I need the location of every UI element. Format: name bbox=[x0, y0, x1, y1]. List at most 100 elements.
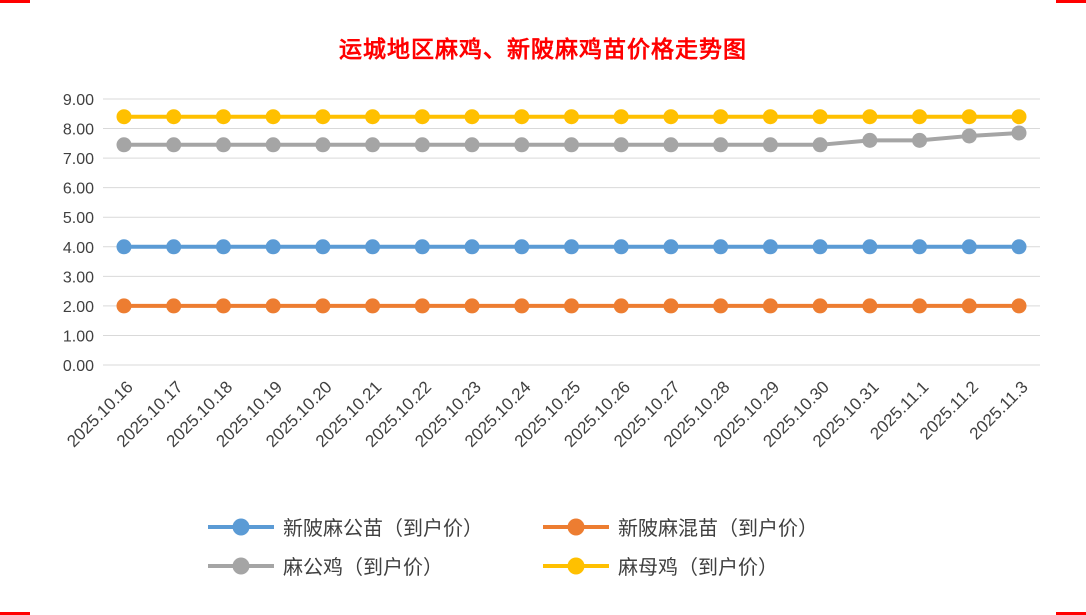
series-marker-0 bbox=[365, 239, 381, 255]
series-marker-1 bbox=[961, 298, 977, 314]
series-marker-3 bbox=[215, 109, 231, 125]
series-marker-0 bbox=[265, 239, 281, 255]
legend-marker-dot-2 bbox=[232, 557, 250, 574]
series-marker-2 bbox=[613, 137, 629, 153]
series-marker-1 bbox=[912, 298, 928, 314]
series-marker-0 bbox=[564, 239, 579, 255]
series-marker-0 bbox=[464, 239, 480, 255]
legend-item-3: 麻母鸡（到户价） bbox=[543, 551, 878, 580]
chart-legend: 新陂麻公苗（到户价） 新陂麻混苗（到户价） 麻公鸡（到户价） 麻母鸡（到户价） bbox=[208, 512, 878, 580]
legend-label-1: 新陂麻混苗（到户价） bbox=[618, 518, 818, 540]
series-marker-1 bbox=[812, 298, 828, 314]
series-marker-1 bbox=[514, 298, 530, 314]
y-axis-label: 5.00 bbox=[63, 210, 94, 227]
series-marker-2 bbox=[514, 137, 530, 153]
legend-marker-dot-1 bbox=[567, 518, 585, 535]
y-axis-label: 6.00 bbox=[63, 181, 94, 198]
legend-marker-icon-0 bbox=[208, 518, 274, 535]
legend-label-3: 麻母鸡（到户价） bbox=[618, 557, 778, 579]
legend-marker-dot-3 bbox=[567, 557, 585, 574]
series-marker-0 bbox=[1011, 239, 1027, 255]
series-marker-3 bbox=[166, 109, 182, 125]
y-axis-label: 7.00 bbox=[63, 151, 94, 168]
series-marker-3 bbox=[265, 109, 281, 125]
series-marker-2 bbox=[713, 137, 729, 153]
series-marker-0 bbox=[961, 239, 977, 255]
series-marker-3 bbox=[663, 109, 679, 125]
series-marker-1 bbox=[116, 298, 132, 314]
legend-item-0: 新陂麻公苗（到户价） bbox=[208, 512, 543, 541]
series-marker-2 bbox=[762, 137, 778, 153]
y-axis-label: 4.00 bbox=[63, 240, 94, 257]
series-marker-2 bbox=[414, 137, 430, 153]
series-marker-3 bbox=[862, 109, 878, 125]
series-marker-2 bbox=[365, 137, 381, 153]
series-marker-2 bbox=[812, 137, 828, 153]
series-marker-3 bbox=[315, 109, 331, 125]
series-marker-1 bbox=[663, 298, 679, 314]
series-marker-2 bbox=[1011, 125, 1027, 141]
y-axis-label: 0.00 bbox=[63, 358, 94, 375]
series-marker-2 bbox=[215, 137, 231, 153]
page-break-mark-bottom-left bbox=[0, 612, 30, 615]
series-marker-1 bbox=[564, 298, 579, 314]
series-marker-2 bbox=[116, 137, 132, 153]
page-break-mark-top-right bbox=[1056, 0, 1086, 3]
y-axis-label: 2.00 bbox=[63, 299, 94, 316]
series-marker-0 bbox=[116, 239, 132, 255]
series-marker-3 bbox=[762, 109, 778, 125]
legend-label-2: 麻公鸡（到户价） bbox=[283, 557, 443, 579]
chart-title: 运城地区麻鸡、新陂麻鸡苗价格走势图 bbox=[339, 37, 747, 62]
series-marker-3 bbox=[812, 109, 828, 125]
series-marker-0 bbox=[713, 239, 729, 255]
legend-marker-dot-0 bbox=[232, 518, 250, 535]
series-marker-1 bbox=[762, 298, 778, 314]
series-marker-1 bbox=[365, 298, 381, 314]
series-marker-3 bbox=[414, 109, 430, 125]
series-marker-2 bbox=[961, 128, 977, 144]
series-marker-1 bbox=[215, 298, 231, 314]
series-marker-0 bbox=[414, 239, 430, 255]
series-marker-1 bbox=[166, 298, 182, 314]
series-marker-2 bbox=[862, 132, 878, 148]
series-marker-3 bbox=[713, 109, 729, 125]
series-marker-1 bbox=[613, 298, 629, 314]
series-marker-1 bbox=[414, 298, 430, 314]
legend-marker-icon-1 bbox=[543, 518, 609, 535]
series-marker-0 bbox=[315, 239, 331, 255]
page-break-mark-bottom-right bbox=[1056, 612, 1086, 615]
series-marker-3 bbox=[116, 109, 132, 125]
legend-marker-icon-3 bbox=[543, 557, 609, 574]
series-marker-1 bbox=[862, 298, 878, 314]
series-marker-0 bbox=[862, 239, 878, 255]
series-marker-3 bbox=[961, 109, 977, 125]
y-axis-label: 1.00 bbox=[63, 328, 94, 345]
series-marker-3 bbox=[365, 109, 381, 125]
series-marker-2 bbox=[315, 137, 331, 153]
series-marker-3 bbox=[464, 109, 480, 125]
series-marker-3 bbox=[564, 109, 579, 125]
series-marker-0 bbox=[663, 239, 679, 255]
series-marker-3 bbox=[613, 109, 629, 125]
series-marker-2 bbox=[663, 137, 679, 153]
series-marker-1 bbox=[265, 298, 281, 314]
series-marker-0 bbox=[166, 239, 182, 255]
series-marker-2 bbox=[564, 137, 579, 153]
series-marker-1 bbox=[713, 298, 729, 314]
series-marker-2 bbox=[464, 137, 480, 153]
series-marker-0 bbox=[514, 239, 530, 255]
legend-item-2: 麻公鸡（到户价） bbox=[208, 551, 543, 580]
page-break-mark-top-left bbox=[0, 0, 30, 3]
series-marker-2 bbox=[912, 132, 928, 148]
series-marker-3 bbox=[514, 109, 530, 125]
series-marker-1 bbox=[315, 298, 331, 314]
legend-marker-icon-2 bbox=[208, 557, 274, 574]
series-marker-0 bbox=[912, 239, 928, 255]
y-axis-label: 3.00 bbox=[63, 269, 94, 286]
series-marker-0 bbox=[762, 239, 778, 255]
y-axis-label: 8.00 bbox=[63, 122, 94, 139]
series-marker-3 bbox=[1011, 109, 1027, 125]
series-marker-0 bbox=[215, 239, 231, 255]
series-marker-1 bbox=[1011, 298, 1027, 314]
